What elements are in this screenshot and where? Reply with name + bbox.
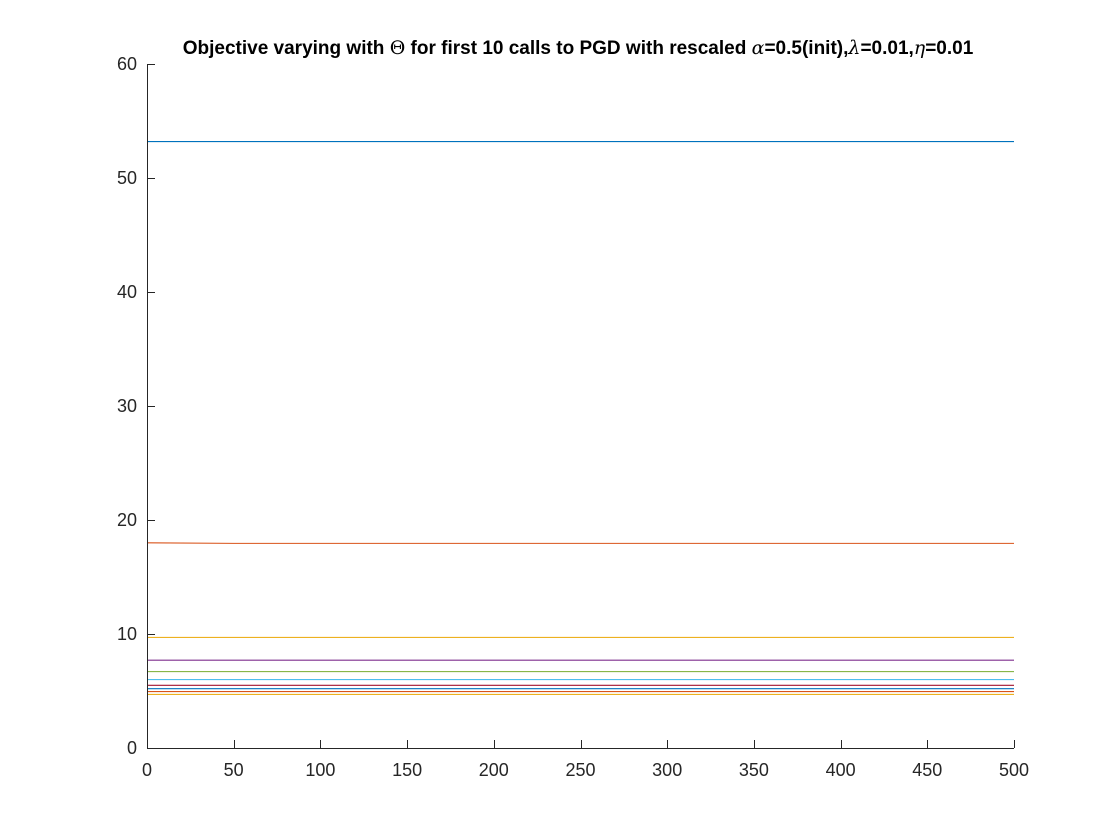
- chart-title-part: =0.01,: [860, 38, 913, 59]
- x-tick-label: 450: [912, 760, 942, 780]
- x-tick-label: 250: [565, 760, 595, 780]
- chart-title-part: α: [752, 37, 765, 59]
- y-tick-label: 30: [117, 396, 137, 416]
- chart-title: Objective varying with Θ for first 10 ca…: [183, 37, 974, 59]
- x-ticks: 0 50 100 150 200 250 300 350 400 450 500: [142, 740, 1029, 780]
- x-tick-label: 400: [826, 760, 856, 780]
- chart-title-part: Objective varying with: [183, 38, 390, 59]
- chart-title-part: η: [914, 37, 926, 59]
- chart-title-part: λ: [847, 37, 860, 59]
- series-layer: [146, 140, 1014, 695]
- chart-title-part: =0.5(init),: [764, 38, 848, 59]
- y-tick-label: 20: [117, 510, 137, 530]
- chart-title-part: for first 10 calls to PGD with rescaled: [405, 38, 751, 59]
- x-tick-label: 50: [224, 760, 244, 780]
- x-tick-label: 300: [652, 760, 682, 780]
- y-tick-label: 60: [117, 54, 137, 74]
- series-line-2: [146, 542, 1014, 544]
- x-tick-label: 350: [739, 760, 769, 780]
- x-tick-label: 200: [479, 760, 509, 780]
- y-ticks: 0 10 20 30 40 50 60: [117, 54, 155, 758]
- x-tick-label: 150: [392, 760, 422, 780]
- y-tick-label: 10: [117, 624, 137, 644]
- y-tick-label: 40: [117, 282, 137, 302]
- axes: [147, 64, 1014, 749]
- x-tick-label: 500: [999, 760, 1029, 780]
- y-tick-label: 0: [127, 738, 137, 758]
- x-tick-label: 0: [142, 760, 152, 780]
- y-tick-label: 50: [117, 168, 137, 188]
- chart-title-part: =0.01: [925, 38, 974, 59]
- x-tick-label: 100: [305, 760, 335, 780]
- chart-title-part: Θ: [390, 37, 406, 59]
